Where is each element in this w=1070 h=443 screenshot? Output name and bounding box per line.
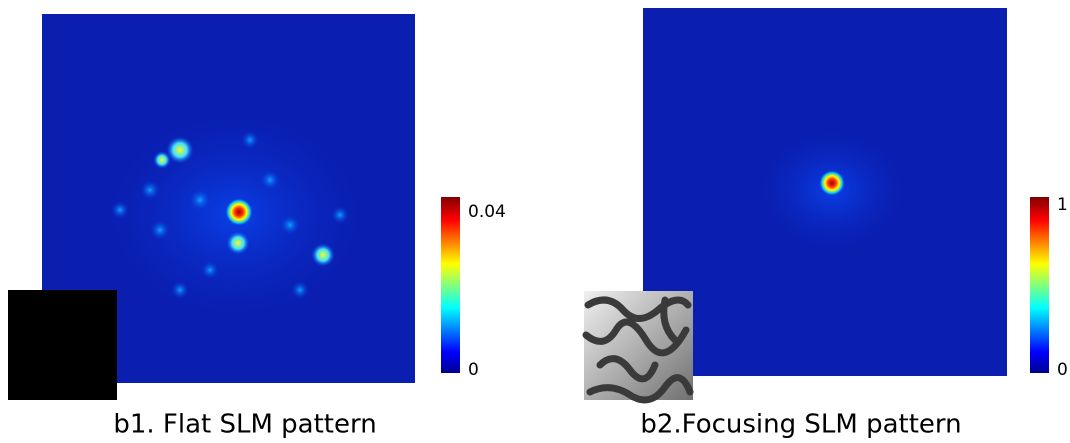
colorbar-max: 0.04 xyxy=(468,202,506,222)
colorbar-min: 0 xyxy=(1057,360,1068,380)
figure: 0.04 0 b1. Flat SLM pattern 1 0 b2.Focus… xyxy=(0,0,1070,443)
colorbar-min: 0 xyxy=(468,360,479,380)
colorbar xyxy=(441,197,460,373)
colorbar-max: 1 xyxy=(1057,195,1068,215)
caption: b2.Focusing SLM pattern xyxy=(640,410,961,440)
panel-1: 0.04 0 b1. Flat SLM pattern xyxy=(8,14,506,440)
colorbar xyxy=(1030,197,1049,373)
caption: b1. Flat SLM pattern xyxy=(113,410,376,440)
slm-inset xyxy=(8,290,117,400)
page: 0.04 0 b1. Flat SLM pattern 1 0 b2.Focus… xyxy=(0,0,1070,443)
focus-spot xyxy=(819,170,845,196)
slm-inset xyxy=(584,291,693,400)
panel-2: 1 0 b2.Focusing SLM pattern xyxy=(584,8,1068,440)
